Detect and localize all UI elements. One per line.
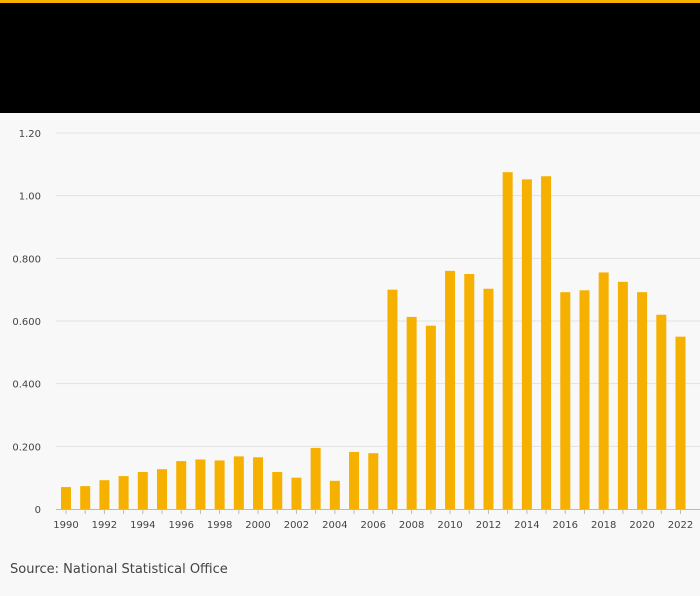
x-tick-label: 2012 xyxy=(476,520,501,531)
bar-2007 xyxy=(387,289,398,509)
bar-2005 xyxy=(349,451,360,509)
x-tick-label: 2004 xyxy=(322,520,347,531)
bar-1991 xyxy=(80,486,91,509)
bar-1998 xyxy=(214,460,225,509)
bar-1996 xyxy=(176,461,187,509)
top-accent-bar xyxy=(0,0,700,3)
y-tick-label: 0.200 xyxy=(12,442,41,453)
bar-2021 xyxy=(656,314,667,509)
x-tick-label: 1998 xyxy=(207,520,232,531)
bar-2011 xyxy=(464,274,475,509)
x-tick-label: 2008 xyxy=(399,520,424,531)
bar-2009 xyxy=(425,325,436,509)
bar-2022 xyxy=(675,336,686,509)
y-tick-label: 1.20 xyxy=(19,129,41,140)
bar-2004 xyxy=(329,480,340,509)
bar-2016 xyxy=(560,292,571,509)
x-tick-label: 1996 xyxy=(168,520,193,531)
bar-2019 xyxy=(617,281,628,509)
y-tick-label: 0.800 xyxy=(12,254,41,265)
bar-2014 xyxy=(521,179,532,509)
bar-1993 xyxy=(118,476,129,509)
chart-area: 0 0.200 0.400 0.600 0.800 1.00 1.20 1990 1992 19… xyxy=(0,113,700,543)
bar-1997 xyxy=(195,459,206,509)
bar-2013 xyxy=(502,172,513,509)
bar-2002 xyxy=(291,477,302,509)
gridlines xyxy=(56,132,700,447)
x-tick-label: 2002 xyxy=(284,520,309,531)
x-tick-label: 2014 xyxy=(514,520,539,531)
x-tick-label: 2006 xyxy=(361,520,386,531)
bar-1994 xyxy=(137,472,148,509)
x-axis: 1990 1992 1994 1996 1998 2000 2002 2004 2006 2008… xyxy=(53,509,700,531)
x-tick-label: 2020 xyxy=(629,520,654,531)
x-tick-label: 2010 xyxy=(437,520,462,531)
x-tick-label: 2000 xyxy=(245,520,270,531)
bar-2003 xyxy=(310,447,321,509)
bar-1995 xyxy=(157,469,168,509)
bar-2006 xyxy=(368,453,379,509)
bar-2012 xyxy=(483,288,494,509)
bar-2017 xyxy=(579,290,590,509)
x-tick-label: 2022 xyxy=(668,520,693,531)
bar-2001 xyxy=(272,472,283,509)
source-note: Source: National Statistical Office xyxy=(10,562,228,577)
x-tick-label: 2016 xyxy=(553,520,578,531)
x-tick-label: 2018 xyxy=(591,520,616,531)
y-tick-label: 0.600 xyxy=(12,317,41,328)
bar-1999 xyxy=(233,456,244,509)
y-tick-label: 1.00 xyxy=(19,192,41,203)
x-tick-label: 1994 xyxy=(130,520,155,531)
header-band xyxy=(0,3,700,113)
x-tick-label: 1990 xyxy=(53,520,78,531)
bar-2010 xyxy=(445,270,456,509)
bar-2000 xyxy=(253,457,264,509)
bar-2018 xyxy=(598,272,609,509)
y-tick-label: 0 xyxy=(35,505,41,516)
y-tick-label: 0.400 xyxy=(12,380,41,391)
bar-1992 xyxy=(99,480,110,509)
bar-2020 xyxy=(637,292,648,509)
bar-2015 xyxy=(541,176,552,510)
bar-2008 xyxy=(406,316,417,509)
x-tick-label: 1992 xyxy=(92,520,117,531)
bar-1990 xyxy=(61,487,71,509)
bars xyxy=(61,172,686,510)
y-axis-ticks: 0 0.200 0.400 0.600 0.800 1.00 1.20 xyxy=(12,129,41,516)
